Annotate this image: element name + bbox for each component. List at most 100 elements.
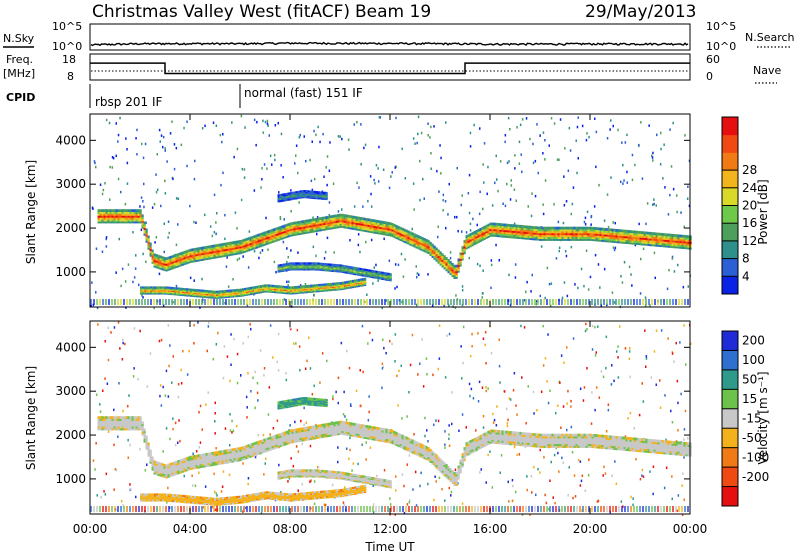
noise-pixel [590, 214, 593, 218]
band-pixel [305, 221, 308, 225]
band-pixel [127, 211, 130, 214]
ground-scatter-pixel [249, 299, 251, 305]
band-pixel [479, 237, 482, 241]
band-pixel [495, 230, 498, 234]
noise-pixel [585, 249, 588, 252]
band-pixel [168, 286, 171, 289]
band-pixel [657, 238, 660, 242]
noise-pixel [687, 185, 689, 188]
noise-pixel [375, 263, 377, 267]
band-pixel [557, 234, 560, 238]
band-pixel [307, 196, 310, 199]
noise-pixel [628, 265, 631, 269]
band-pixel [335, 225, 338, 229]
noise-pixel [296, 328, 299, 332]
band-pixel [425, 246, 428, 250]
band-pixel [591, 230, 594, 234]
band-pixel [281, 268, 284, 271]
band-pixel [193, 253, 196, 257]
band-pixel [317, 221, 320, 225]
band-pixel [231, 247, 234, 250]
noise-pixel [389, 339, 391, 343]
band-pixel [439, 253, 442, 257]
noise-pixel [487, 387, 489, 390]
noise-pixel [126, 161, 129, 165]
noise-pixel [422, 177, 424, 181]
noise-pixel [508, 500, 510, 503]
noise-pixel [460, 345, 462, 348]
band-pixel [181, 259, 184, 262]
noise-pixel [598, 183, 600, 187]
noise-pixel [142, 252, 144, 256]
noise-pixel [430, 152, 432, 155]
noise-pixel [506, 182, 508, 186]
band-pixel [425, 239, 428, 242]
noise-pixel [226, 355, 229, 358]
band-pixel [277, 232, 280, 236]
band-pixel [287, 198, 290, 201]
noise-pixel [357, 462, 359, 466]
band-pixel [363, 221, 366, 225]
noise-pixel [206, 349, 208, 353]
band-pixel [575, 236, 578, 239]
band-pixel [559, 234, 562, 238]
band-pixel [409, 233, 412, 237]
ground-scatter-pixel [432, 299, 434, 305]
band-pixel [323, 226, 326, 229]
ground-scatter-pixel [483, 299, 485, 305]
band-pixel [248, 291, 251, 294]
ground-scatter-pixel [501, 299, 503, 305]
noise-pixel [402, 275, 405, 278]
noise-pixel [542, 212, 545, 216]
noise-pixel [465, 426, 467, 429]
band-pixel [647, 231, 650, 235]
band-pixel [607, 234, 610, 237]
ground-scatter-pixel [525, 299, 527, 305]
band-pixel [241, 243, 244, 246]
band-pixel [176, 292, 179, 295]
band-pixel [275, 227, 278, 231]
freq-panel: Freq. [MHz] 18 8 60 0 Nave [3, 53, 781, 84]
band-pixel [365, 225, 368, 229]
band-pixel [141, 214, 144, 218]
band-pixel [597, 236, 600, 240]
y-tick-label: 3000 [55, 177, 86, 191]
band-pixel [325, 263, 328, 266]
band-pixel [545, 230, 548, 234]
band-pixel [469, 238, 472, 242]
band-pixel [176, 288, 179, 291]
noise-pixel [304, 282, 307, 286]
band-pixel [291, 266, 294, 269]
noise-pixel [602, 375, 605, 379]
band-pixel [481, 234, 484, 238]
band-pixel [285, 233, 288, 237]
noise-pixel [653, 251, 656, 255]
band-pixel [216, 290, 219, 293]
band-pixel [273, 239, 276, 243]
band-pixel [651, 232, 654, 235]
noise-pixel [450, 494, 452, 497]
band-pixel [281, 263, 284, 266]
band-pixel [199, 247, 202, 250]
band-pixel [125, 211, 128, 214]
band-pixel [281, 231, 284, 234]
band-pixel [481, 230, 484, 234]
noise-pixel [273, 260, 276, 264]
band-pixel [575, 230, 578, 234]
band-pixel [417, 240, 420, 244]
ground-scatter-pixel [183, 299, 185, 305]
band-pixel [561, 226, 564, 230]
ground-scatter-pixel [141, 299, 143, 305]
nsky-panel: N.Sky 10^5 10^0 10^5 10^0 N.Search [3, 20, 795, 53]
band-pixel [221, 243, 224, 246]
noise-pixel [215, 492, 217, 495]
band-pixel [332, 282, 335, 285]
band-pixel [312, 289, 315, 292]
band-pixel [189, 248, 192, 252]
band-pixel [525, 231, 528, 234]
band-pixel [187, 255, 190, 258]
band-pixel [687, 237, 690, 240]
band-pixel [227, 242, 230, 245]
band-pixel [194, 295, 197, 298]
band-pixel [417, 239, 420, 242]
